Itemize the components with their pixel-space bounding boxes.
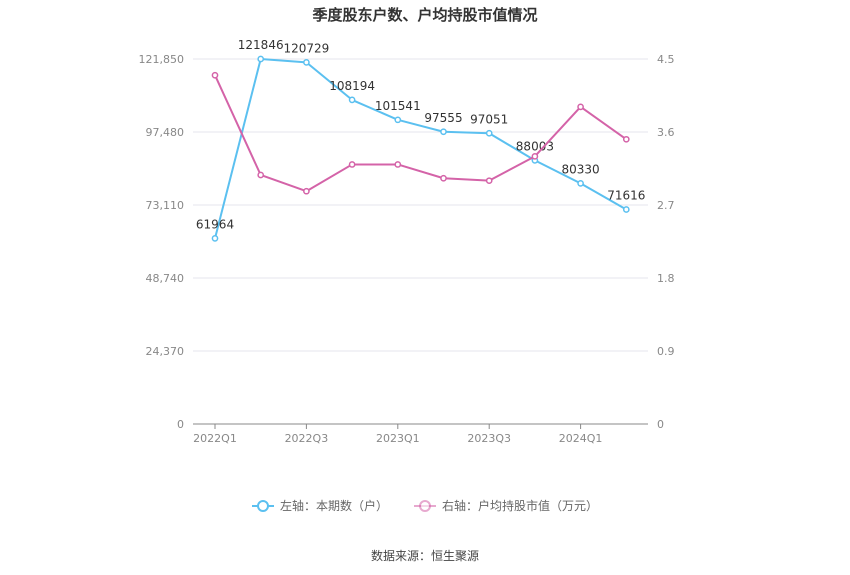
x-tick-label: 2022Q3 bbox=[285, 432, 329, 445]
data-point-avg-holding-value bbox=[394, 161, 402, 168]
y-left-tick-label: 0 bbox=[177, 418, 184, 431]
x-tick-label: 2023Q1 bbox=[376, 432, 420, 445]
legend-avg-holding-value-marker bbox=[414, 499, 436, 512]
legend-avg-holding-value-label: 右轴：户均持股市值（万元） bbox=[442, 499, 599, 513]
data-point-avg-holding-value bbox=[531, 152, 539, 160]
y-right-tick-label: 1.8 bbox=[657, 272, 675, 285]
data-point-households bbox=[211, 235, 219, 242]
data-point-households bbox=[348, 96, 356, 104]
data-point-households bbox=[440, 128, 447, 136]
legend-households-label: 左轴：本期数（户） bbox=[279, 499, 388, 513]
data-point-avg-holding-value bbox=[257, 171, 265, 179]
data-label: 97051 bbox=[470, 112, 508, 126]
data-label: 108194 bbox=[329, 79, 375, 93]
data-point-households bbox=[257, 55, 265, 63]
x-tick-label: 2024Q1 bbox=[559, 432, 603, 445]
y-right-tick-label: 0.9 bbox=[657, 345, 675, 358]
data-source-note: 数据来源：恒生聚源 bbox=[370, 549, 479, 563]
data-label: 80330 bbox=[562, 162, 600, 176]
data-point-avg-holding-value bbox=[577, 103, 584, 111]
legend-item-avg-holding-value[interactable]: 右轴：户均持股市值（万元） bbox=[414, 497, 598, 514]
data-label: 121846 bbox=[238, 38, 284, 52]
data-label: 97555 bbox=[424, 111, 462, 125]
data-point-households bbox=[577, 180, 584, 187]
data-point-avg-holding-value bbox=[211, 71, 219, 79]
data-point-avg-holding-value bbox=[440, 174, 447, 182]
data-point-avg-holding-value bbox=[622, 135, 630, 143]
y-right-tick-label: 3.6 bbox=[657, 126, 675, 139]
y-right-tick-label: 2.7 bbox=[657, 199, 675, 212]
y-left-tick-label: 48,740 bbox=[146, 272, 185, 285]
data-label: 101541 bbox=[375, 99, 421, 113]
y-right-tick-label: 0 bbox=[657, 418, 664, 431]
data-point-avg-holding-value bbox=[303, 187, 310, 195]
series-line-avg-holding-value bbox=[214, 74, 627, 193]
data-point-avg-holding-value bbox=[348, 161, 356, 168]
y-left-tick-label: 97,480 bbox=[146, 126, 185, 139]
data-point-households bbox=[394, 116, 402, 124]
series-line-households bbox=[214, 58, 627, 239]
x-tick-label: 2023Q3 bbox=[467, 432, 511, 445]
y-left-tick-label: 73,110 bbox=[146, 199, 185, 212]
legend-households-marker bbox=[251, 499, 274, 512]
data-point-households bbox=[303, 59, 310, 66]
data-label: 61964 bbox=[196, 217, 234, 231]
data-point-households bbox=[485, 129, 493, 137]
data-label: 71616 bbox=[607, 188, 645, 202]
data-point-avg-holding-value bbox=[485, 177, 493, 185]
data-label: 88003 bbox=[516, 139, 554, 153]
data-label: 120729 bbox=[283, 41, 329, 55]
data-point-households bbox=[622, 206, 630, 213]
x-tick-label: 2022Q1 bbox=[193, 432, 237, 445]
legend-item-households[interactable]: 左轴：本期数（户） bbox=[251, 497, 388, 514]
legend: 左轴：本期数（户） 右轴：户均持股市值（万元） bbox=[0, 497, 850, 514]
y-left-tick-label: 121,850 bbox=[139, 53, 185, 66]
y-left-tick-label: 24,370 bbox=[146, 345, 185, 358]
y-right-tick-label: 4.5 bbox=[657, 53, 675, 66]
chart-title: 季度股东户数、户均持股市值情况 bbox=[312, 6, 538, 24]
